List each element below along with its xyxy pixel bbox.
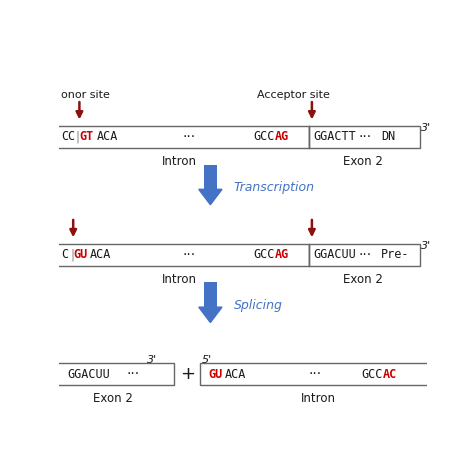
Text: GGACUU: GGACUU <box>313 248 356 261</box>
Text: ···: ··· <box>126 367 139 381</box>
Text: AC: AC <box>383 368 398 381</box>
Polygon shape <box>199 189 222 205</box>
Text: +: + <box>180 365 195 383</box>
Text: ACA: ACA <box>90 248 111 261</box>
Bar <box>309 244 419 265</box>
Text: AG: AG <box>275 130 289 144</box>
Text: |: | <box>70 248 74 261</box>
Text: 3': 3' <box>421 240 431 251</box>
Text: ···: ··· <box>359 248 372 262</box>
Text: ···: ··· <box>183 130 196 144</box>
Text: ACA: ACA <box>225 368 246 381</box>
Text: C: C <box>61 130 68 144</box>
Text: 5': 5' <box>202 355 212 365</box>
Bar <box>201 364 439 385</box>
Text: ACA: ACA <box>96 130 118 144</box>
Text: |: | <box>75 130 80 144</box>
Text: Transcription: Transcription <box>234 181 315 194</box>
Bar <box>50 244 309 265</box>
Text: 3': 3' <box>421 123 431 133</box>
Text: GGACUU: GGACUU <box>67 368 110 381</box>
Text: Acceptor site: Acceptor site <box>257 91 330 100</box>
Text: ···: ··· <box>309 367 321 381</box>
Text: Exon 2: Exon 2 <box>93 392 133 405</box>
Text: DN: DN <box>381 130 395 144</box>
Text: GT: GT <box>80 130 94 144</box>
Bar <box>204 164 217 189</box>
Bar <box>50 126 309 148</box>
Text: GGACTT: GGACTT <box>313 130 356 144</box>
Text: GCC: GCC <box>253 130 274 144</box>
Text: GCC: GCC <box>362 368 383 381</box>
Text: Intron: Intron <box>301 392 337 405</box>
Text: GU: GU <box>73 248 87 261</box>
Text: ···: ··· <box>359 130 372 144</box>
Polygon shape <box>199 307 222 322</box>
Text: Exon 2: Exon 2 <box>343 273 383 286</box>
Text: C: C <box>67 130 74 144</box>
Text: Pre-: Pre- <box>381 248 410 261</box>
Text: GU: GU <box>208 368 222 381</box>
Bar <box>204 283 217 307</box>
Text: Intron: Intron <box>162 273 197 286</box>
Text: 3': 3' <box>147 355 157 365</box>
Text: C: C <box>61 248 68 261</box>
Text: AG: AG <box>275 248 289 261</box>
Text: onor site: onor site <box>61 91 109 100</box>
Text: Splicing: Splicing <box>234 299 283 312</box>
Text: Exon 2: Exon 2 <box>343 155 383 168</box>
Text: Intron: Intron <box>162 155 197 168</box>
Text: ···: ··· <box>183 248 196 262</box>
Bar <box>309 126 419 148</box>
Text: GCC: GCC <box>253 248 274 261</box>
Bar <box>52 364 174 385</box>
